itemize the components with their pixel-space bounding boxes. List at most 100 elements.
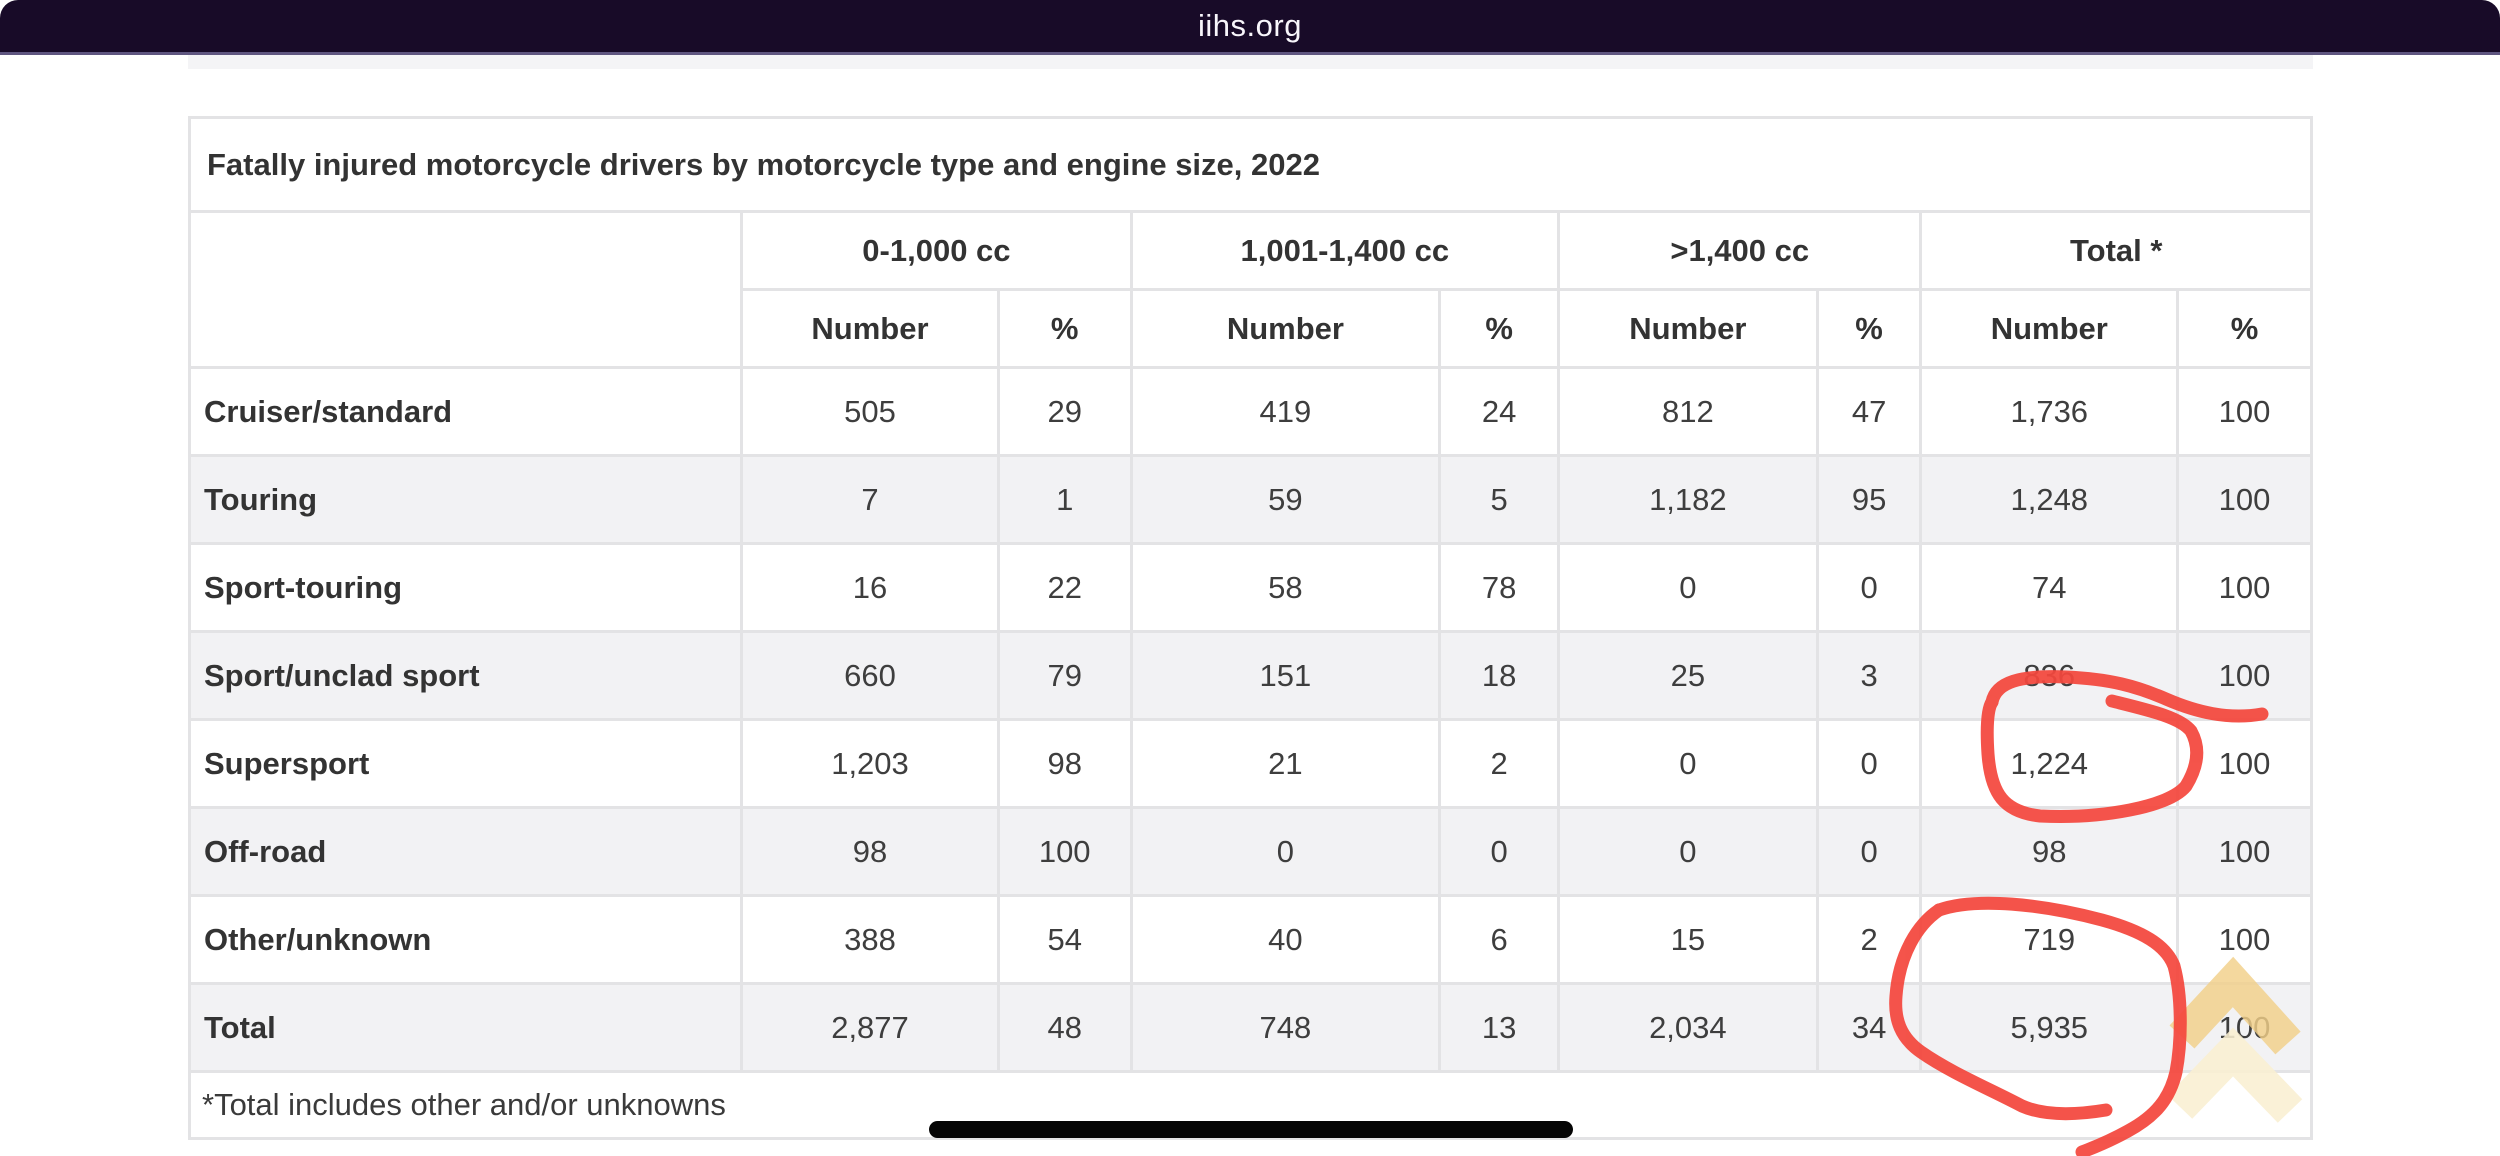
value-cell: 29 xyxy=(996,366,1133,457)
corner-cell xyxy=(187,210,744,369)
table-row: Touring 7 1 59 5 1,182 95 1,248 100 xyxy=(187,454,2313,545)
value-cell: 59 xyxy=(1129,454,1442,545)
scroll-to-top-icon[interactable] xyxy=(2160,955,2310,1125)
value-cell: 1 xyxy=(996,454,1133,545)
value-cell: 1,224 xyxy=(1919,718,2180,809)
value-cell: 13 xyxy=(1438,982,1561,1073)
value-cell: 0 xyxy=(1557,542,1819,633)
value-cell: 16 xyxy=(740,542,1000,633)
row-label: Sport/unclad sport xyxy=(187,630,744,721)
value-cell: 660 xyxy=(740,630,1000,721)
value-cell: 25 xyxy=(1557,630,1819,721)
value-cell: 47 xyxy=(1815,366,1923,457)
content-strip xyxy=(188,55,2313,69)
value-cell: 100 xyxy=(2176,366,2313,457)
title-row: Fatally injured motorcycle drivers by mo… xyxy=(188,116,2313,213)
value-cell: 48 xyxy=(996,982,1133,1073)
row-label: Total xyxy=(187,982,744,1073)
value-cell: 98 xyxy=(996,718,1133,809)
value-cell: 1,736 xyxy=(1919,366,2180,457)
value-cell: 719 xyxy=(1919,894,2180,985)
subheader-number: Number xyxy=(1557,288,1819,369)
value-cell: 748 xyxy=(1129,982,1442,1073)
value-cell: 0 xyxy=(1815,718,1923,809)
browser-navbar: iihs.org xyxy=(0,0,2500,55)
value-cell: 1,248 xyxy=(1919,454,2180,545)
table-title: Fatally injured motorcycle drivers by mo… xyxy=(188,116,2313,213)
row-label: Other/unknown xyxy=(187,894,744,985)
value-cell: 2 xyxy=(1438,718,1561,809)
value-cell: 21 xyxy=(1129,718,1442,809)
table-row: Sport/unclad sport 660 79 151 18 25 3 836 100 xyxy=(187,630,2313,721)
value-cell: 100 xyxy=(996,806,1133,897)
table-row: Total 2,877 48 748 13 2,034 34 5,935 100 xyxy=(187,982,2313,1073)
value-cell: 100 xyxy=(2176,454,2313,545)
subheader-percent: % xyxy=(1815,288,1923,369)
table-row: Sport-touring 16 22 58 78 0 0 74 100 xyxy=(187,542,2313,633)
table-row: Other/unknown 388 54 40 6 15 2 719 100 xyxy=(187,894,2313,985)
value-cell: 1,182 xyxy=(1557,454,1819,545)
value-cell: 812 xyxy=(1557,366,1819,457)
address-bar[interactable]: iihs.org xyxy=(1198,8,1302,43)
value-cell: 58 xyxy=(1129,542,1442,633)
value-cell: 2,034 xyxy=(1557,982,1819,1073)
subheader-percent: % xyxy=(996,288,1133,369)
subheader-percent: % xyxy=(2176,288,2313,369)
value-cell: 2,877 xyxy=(740,982,1000,1073)
value-cell: 5 xyxy=(1438,454,1561,545)
table-body: Cruiser/standard 505 29 419 24 812 47 1,736 100 T… xyxy=(187,366,2313,1073)
value-cell: 0 xyxy=(1815,806,1923,897)
value-cell: 100 xyxy=(2176,542,2313,633)
group-header-row: 0-1,000 cc 1,001-1,400 cc >1,400 cc Tota… xyxy=(187,210,2313,369)
value-cell: 3 xyxy=(1815,630,1923,721)
value-cell: 24 xyxy=(1438,366,1561,457)
value-cell: 100 xyxy=(2176,630,2313,721)
value-cell: 15 xyxy=(1557,894,1819,985)
value-cell: 100 xyxy=(2176,718,2313,809)
value-cell: 0 xyxy=(1557,806,1819,897)
value-cell: 0 xyxy=(1438,806,1561,897)
row-label: Cruiser/standard xyxy=(187,366,744,457)
home-indicator[interactable] xyxy=(929,1121,1573,1138)
fatality-table: Fatally injured motorcycle drivers by mo… xyxy=(187,116,2313,1140)
value-cell: 100 xyxy=(2176,806,2313,897)
value-cell: 98 xyxy=(740,806,1000,897)
row-label: Sport-touring xyxy=(187,542,744,633)
value-cell: 54 xyxy=(996,894,1133,985)
value-cell: 18 xyxy=(1438,630,1561,721)
subheader-number: Number xyxy=(1919,288,2180,369)
value-cell: 40 xyxy=(1129,894,1442,985)
value-cell: 151 xyxy=(1129,630,1442,721)
value-cell: 98 xyxy=(1919,806,2180,897)
subheader-number: Number xyxy=(1129,288,1442,369)
value-cell: 79 xyxy=(996,630,1133,721)
table-row: Off-road 98 100 0 0 0 0 98 100 xyxy=(187,806,2313,897)
row-label: Supersport xyxy=(187,718,744,809)
sub-header-row: Number % Number % Number % Number % xyxy=(190,288,2313,369)
value-cell: 6 xyxy=(1438,894,1561,985)
col-group-over-1400cc: >1,400 cc xyxy=(1557,210,1923,291)
value-cell: 5,935 xyxy=(1919,982,2180,1073)
col-group-0-1000cc: 0-1,000 cc xyxy=(740,210,1133,291)
subheader-percent: % xyxy=(1438,288,1561,369)
col-group-1001-1400cc: 1,001-1,400 cc xyxy=(1129,210,1561,291)
value-cell: 0 xyxy=(1557,718,1819,809)
subheader-number: Number xyxy=(740,288,1000,369)
value-cell: 95 xyxy=(1815,454,1923,545)
table-row: Cruiser/standard 505 29 419 24 812 47 1,736 100 xyxy=(187,366,2313,457)
row-label: Off-road xyxy=(187,806,744,897)
value-cell: 0 xyxy=(1129,806,1442,897)
row-label: Touring xyxy=(187,454,744,545)
value-cell: 388 xyxy=(740,894,1000,985)
value-cell: 0 xyxy=(1815,542,1923,633)
value-cell: 34 xyxy=(1815,982,1923,1073)
value-cell: 505 xyxy=(740,366,1000,457)
value-cell: 22 xyxy=(996,542,1133,633)
value-cell: 1,203 xyxy=(740,718,1000,809)
value-cell: 2 xyxy=(1815,894,1923,985)
value-cell: 836 xyxy=(1919,630,2180,721)
value-cell: 7 xyxy=(740,454,1000,545)
table-row: Supersport 1,203 98 21 2 0 0 1,224 100 xyxy=(187,718,2313,809)
data-table: Fatally injured motorcycle drivers by mo… xyxy=(187,116,2313,1140)
value-cell: 419 xyxy=(1129,366,1442,457)
